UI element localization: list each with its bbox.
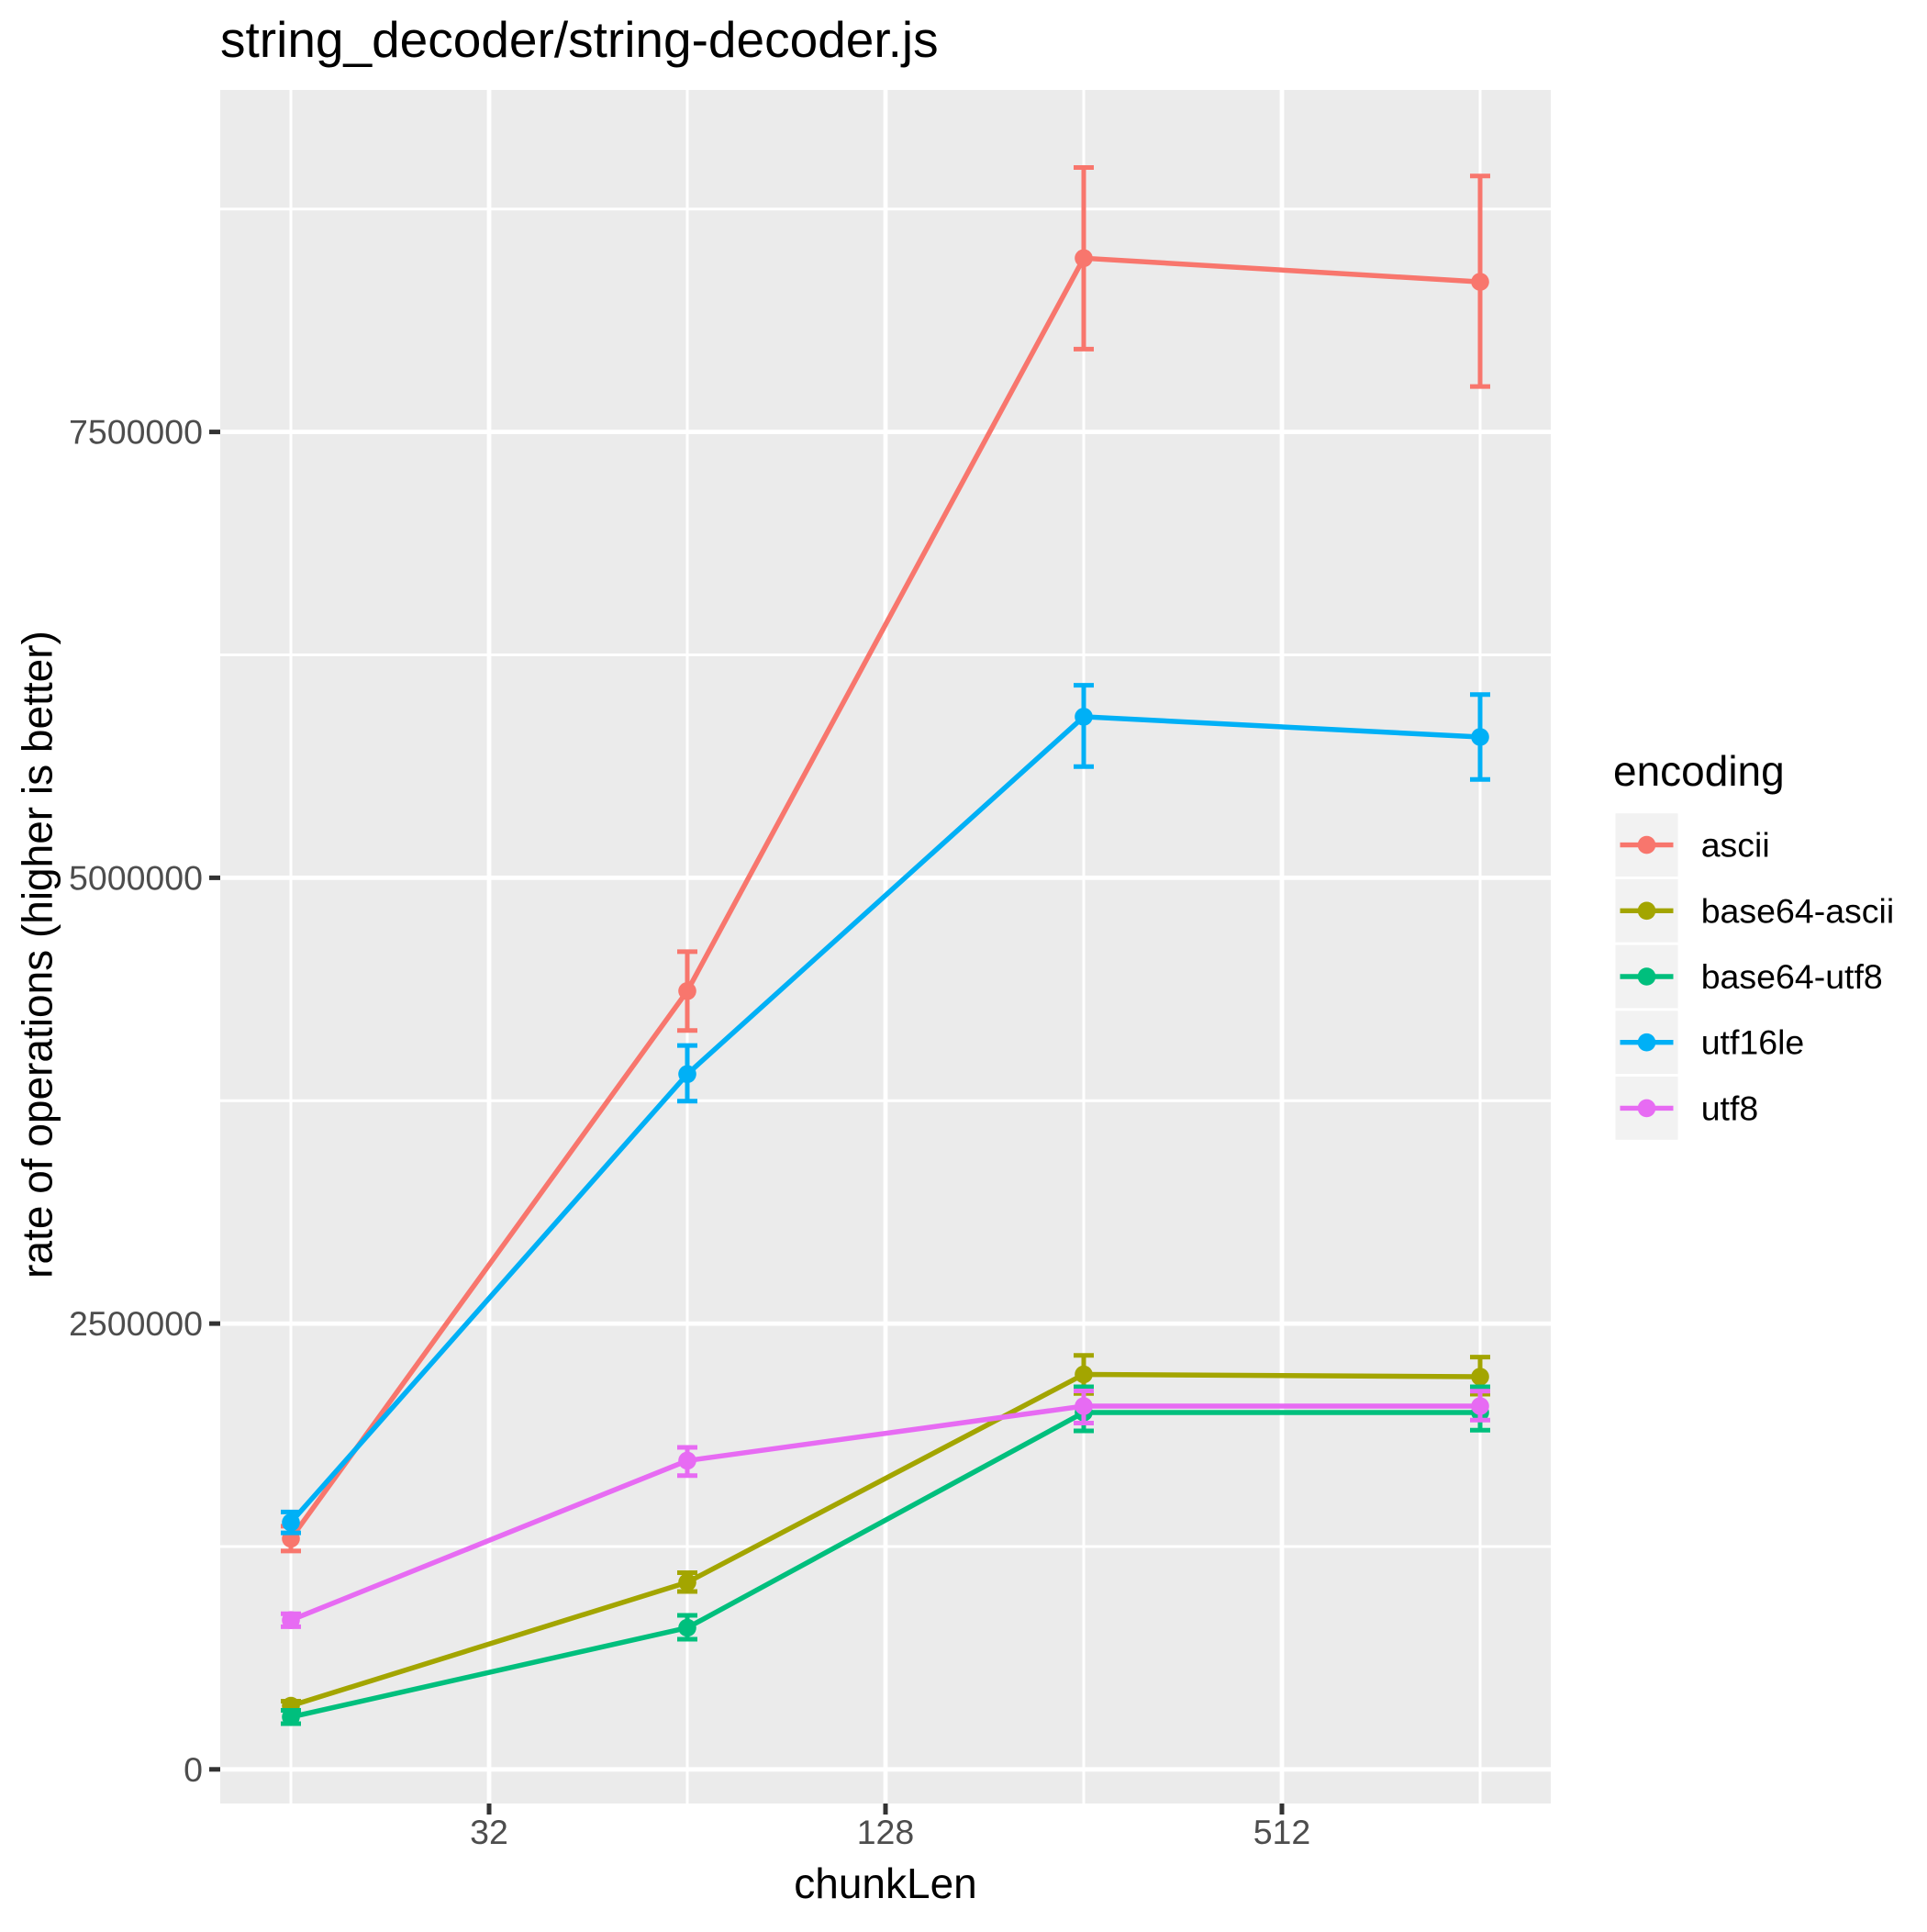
svg-text:chunkLen: chunkLen bbox=[794, 1859, 977, 1907]
svg-text:7500000: 7500000 bbox=[69, 413, 203, 452]
svg-text:2500000: 2500000 bbox=[69, 1304, 203, 1343]
svg-text:base64-ascii: base64-ascii bbox=[1701, 891, 1895, 930]
svg-text:128: 128 bbox=[857, 1813, 915, 1851]
svg-text:32: 32 bbox=[470, 1813, 508, 1851]
svg-text:utf16le: utf16le bbox=[1701, 1023, 1805, 1062]
svg-text:512: 512 bbox=[1253, 1813, 1311, 1851]
svg-text:rate of operations (higher is: rate of operations (higher is better) bbox=[14, 631, 61, 1279]
svg-text:ascii: ascii bbox=[1701, 826, 1770, 865]
svg-text:utf8: utf8 bbox=[1701, 1089, 1759, 1127]
svg-text:5000000: 5000000 bbox=[69, 858, 203, 897]
svg-text:string_decoder/string-decoder.: string_decoder/string-decoder.js bbox=[220, 11, 939, 68]
svg-text:encoding: encoding bbox=[1613, 747, 1785, 795]
svg-text:base64-utf8: base64-utf8 bbox=[1701, 957, 1883, 996]
svg-text:0: 0 bbox=[184, 1750, 203, 1789]
